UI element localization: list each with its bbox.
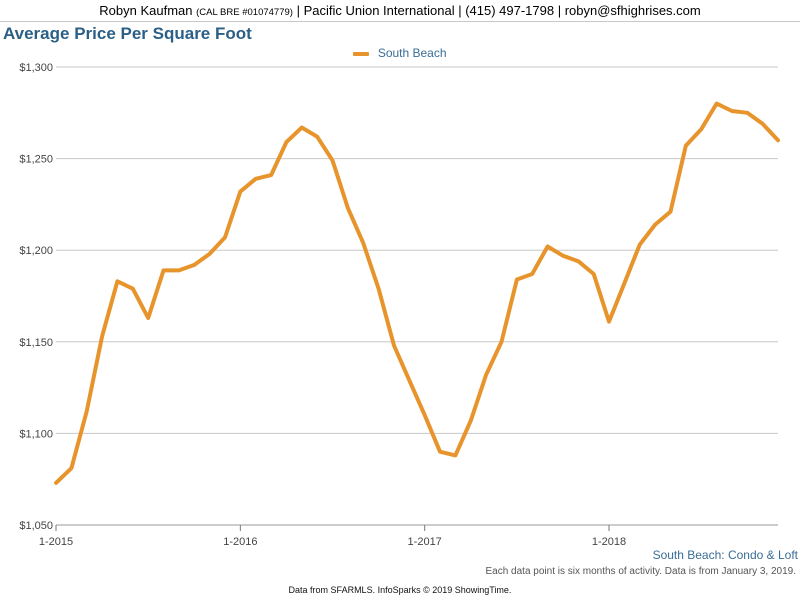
- legend-swatch: [353, 51, 370, 56]
- agent-license: (CAL BRE #01074779): [196, 7, 293, 18]
- y-tick-label: $1,250: [19, 154, 53, 166]
- data-source: Data from SFARMLS. InfoSparks © 2019 Sho…: [288, 585, 512, 595]
- y-tick-label: $1,300: [19, 62, 53, 74]
- chart-subtitle: South Beach: Condo & Loft: [652, 548, 798, 562]
- y-tick-label: $1,100: [19, 428, 53, 440]
- data-note: Each data point is six months of activit…: [485, 566, 796, 577]
- agent-name: Robyn Kaufman: [99, 3, 193, 18]
- agent-details: | Pacific Union International | (415) 49…: [296, 3, 701, 18]
- y-tick-label: $1,050: [19, 520, 53, 532]
- legend-label: South Beach: [377, 46, 447, 60]
- series-line-south-beach[interactable]: [54, 101, 780, 485]
- x-tick-label: 1-2018: [592, 536, 626, 548]
- x-tick-label: 1-2015: [39, 536, 73, 548]
- x-tick-label: 1-2017: [408, 536, 442, 548]
- agent-contact-header: Robyn Kaufman (CAL BRE #01074779) | Paci…: [0, 0, 800, 22]
- x-tick-label: 1-2016: [223, 536, 257, 548]
- y-tick-label: $1,200: [19, 245, 53, 257]
- chart-legend[interactable]: South Beach: [0, 46, 800, 60]
- y-tick-label: $1,150: [19, 337, 53, 349]
- chart-title: Average Price Per Square Foot: [3, 24, 252, 43]
